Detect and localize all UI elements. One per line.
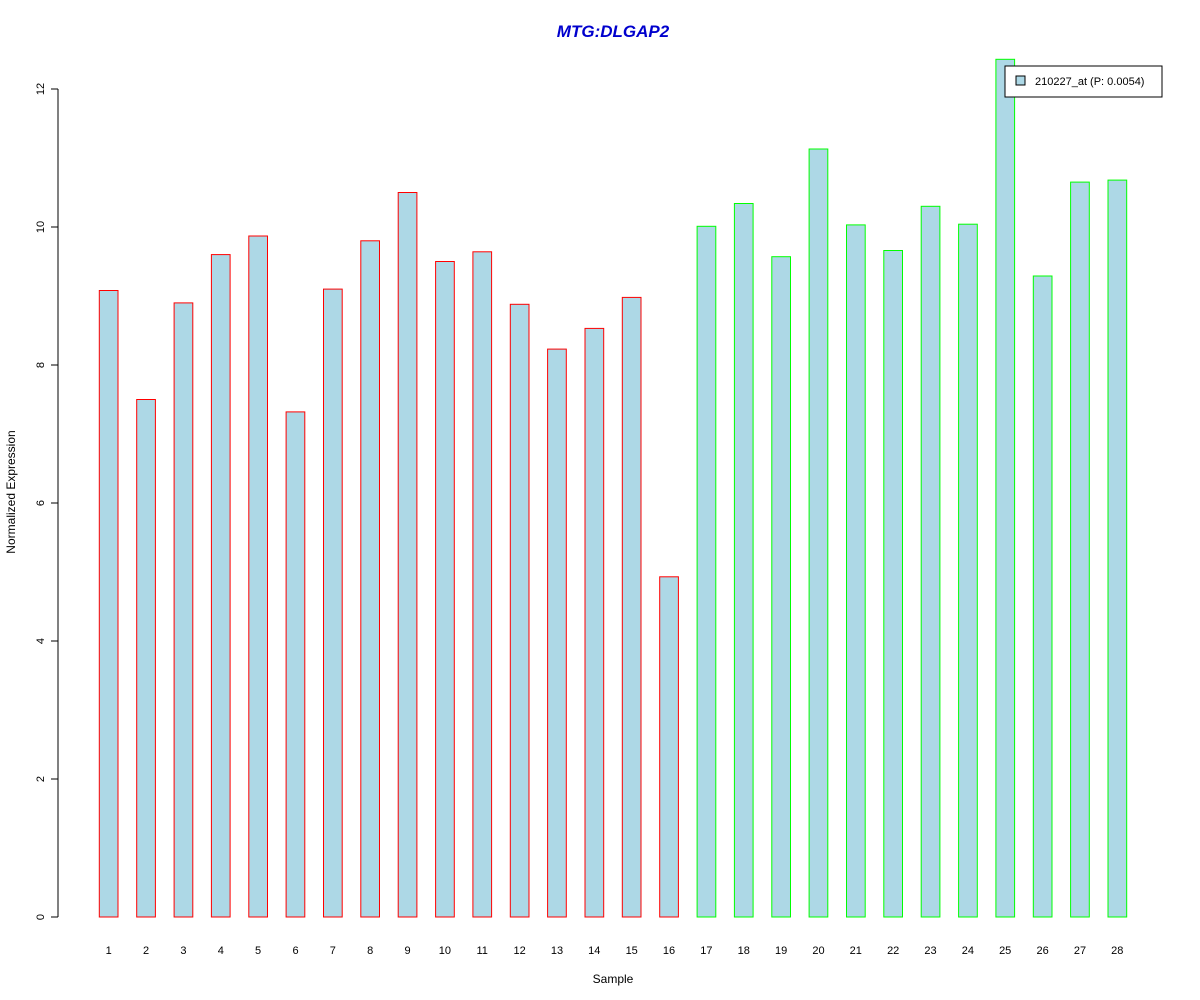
bar-sample-10 (435, 261, 455, 918)
bar-sample-6 (285, 411, 306, 918)
x-tick-label: 13 (551, 945, 563, 957)
bar-sample-16 (659, 576, 679, 918)
x-tick-label: 4 (218, 945, 224, 957)
x-tick-label: 5 (255, 945, 261, 957)
bar-sample-20 (808, 148, 829, 918)
bars-group (98, 58, 1128, 918)
bar-sample-15 (621, 296, 642, 918)
x-axis-label: Sample (593, 972, 634, 986)
chart-title: MTG:DLGAP2 (557, 22, 670, 41)
x-tick-label: 21 (850, 945, 862, 957)
x-tick-label: 16 (663, 945, 675, 957)
bar-sample-24 (958, 223, 978, 918)
bar-sample-13 (547, 348, 567, 918)
x-tick-label: 19 (775, 945, 787, 957)
y-tick-label: 0 (35, 914, 47, 920)
bar-sample-21 (846, 224, 866, 918)
bar-sample-19 (771, 256, 791, 918)
bar-sample-11 (472, 251, 493, 918)
y-tick-label: 8 (35, 362, 47, 368)
x-tick-label: 11 (476, 945, 487, 957)
x-tick-label: 28 (1111, 945, 1123, 957)
y-tick-label: 2 (35, 776, 47, 782)
legend: 210227_at (P: 0.0054) (1004, 65, 1163, 98)
x-tick-label: 24 (962, 945, 974, 957)
x-tick-label: 22 (887, 945, 899, 957)
bar-sample-27 (1070, 181, 1090, 918)
bar-sample-7 (323, 288, 343, 918)
bar-sample-3 (173, 302, 194, 918)
x-tick-labels: 1 2 3 4 5 6 7 8 9 10 11 12 13 14 15 16 17 18 19 20 21 22 23 24 2… (106, 945, 1124, 957)
bar-sample-28 (1107, 179, 1128, 918)
bar-sample-9 (397, 192, 418, 918)
x-tick-label: 10 (439, 945, 451, 957)
x-tick-label: 27 (1074, 945, 1086, 957)
bar-sample-25 (995, 58, 1016, 918)
bar-sample-18 (733, 203, 754, 918)
bar-sample-8 (360, 240, 380, 918)
x-tick-label: 18 (738, 945, 750, 957)
x-tick-label: 6 (292, 945, 298, 957)
bar-sample-4 (210, 254, 231, 918)
y-tick-label: 12 (35, 83, 47, 95)
x-tick-label: 12 (513, 945, 525, 957)
x-tick-label: 25 (999, 945, 1011, 957)
legend-box (1004, 65, 1163, 98)
y-axis: 0 2 4 6 8 10 12 (35, 83, 59, 920)
x-tick-label: 9 (404, 945, 410, 957)
bar-sample-1 (98, 290, 119, 918)
bar-sample-22 (883, 250, 903, 918)
bar-sample-17 (696, 225, 717, 918)
x-tick-label: 17 (700, 945, 712, 957)
y-tick-label: 6 (35, 500, 47, 506)
x-tick-label: 3 (180, 945, 186, 957)
bar-sample-5 (248, 235, 269, 918)
x-tick-label: 23 (924, 945, 936, 957)
y-axis-label: Normalized Expression (4, 430, 18, 553)
bar-sample-23 (920, 205, 941, 918)
x-tick-label: 20 (812, 945, 824, 957)
x-tick-label: 8 (367, 945, 373, 957)
x-tick-label: 14 (588, 945, 600, 957)
x-tick-label: 7 (330, 945, 336, 957)
x-tick-label: 26 (1036, 945, 1048, 957)
bar-sample-12 (509, 303, 530, 918)
bar-sample-14 (584, 327, 605, 918)
y-tick-label: 4 (35, 638, 47, 644)
x-tick-label: 1 (106, 945, 112, 957)
legend-swatch (1015, 75, 1026, 86)
legend-entry: 210227_at (P: 0.0054) (1035, 76, 1144, 88)
x-tick-label: 15 (626, 945, 638, 957)
bar-sample-26 (1032, 275, 1053, 918)
x-tick-label: 2 (143, 945, 149, 957)
y-tick-label: 10 (35, 221, 47, 233)
bar-sample-2 (136, 399, 156, 918)
